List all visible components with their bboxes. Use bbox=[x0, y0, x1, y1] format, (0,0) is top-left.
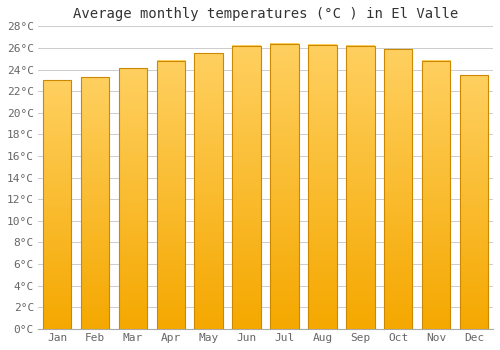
Bar bbox=[43, 80, 72, 329]
Bar bbox=[81, 77, 109, 329]
Bar bbox=[308, 45, 336, 329]
Bar bbox=[422, 61, 450, 329]
Bar bbox=[346, 46, 374, 329]
Bar bbox=[156, 61, 185, 329]
Bar bbox=[270, 43, 299, 329]
Bar bbox=[194, 53, 223, 329]
Bar bbox=[118, 69, 147, 329]
Title: Average monthly temperatures (°C ) in El Valle: Average monthly temperatures (°C ) in El… bbox=[73, 7, 458, 21]
Bar bbox=[384, 49, 412, 329]
Bar bbox=[460, 75, 488, 329]
Bar bbox=[232, 46, 261, 329]
